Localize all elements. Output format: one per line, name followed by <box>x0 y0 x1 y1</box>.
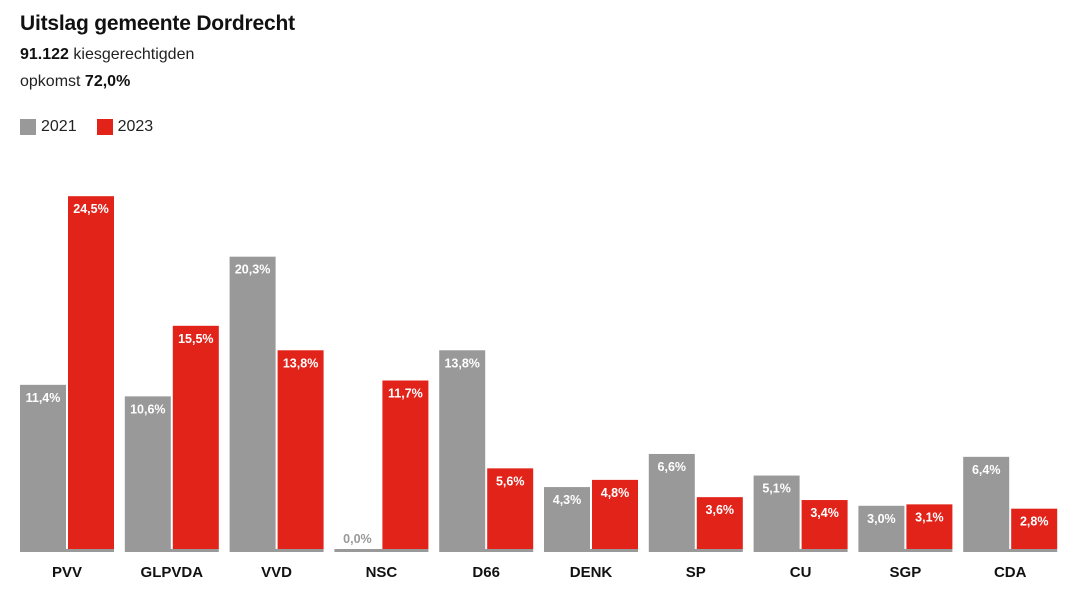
data-label-cda-2021: 6,4% <box>972 463 1001 477</box>
bar-group-cu: 5,1% 3,4% CU <box>753 475 848 581</box>
data-label-denk-2023: 4,8% <box>601 486 630 500</box>
bar-group-denk: 4,3% 4,8% DENK <box>544 479 638 581</box>
bar-pvv-2021 <box>20 384 66 549</box>
legend-item-2023: 2023 <box>96 118 154 136</box>
category-label-vvd: VVD <box>261 564 292 581</box>
bar-sp-2023 <box>696 497 743 549</box>
bar-d66-2021 <box>439 350 486 549</box>
eligible-voters-label: kiesgerechtigden <box>73 46 195 63</box>
data-label-sp-2021: 6,6% <box>658 460 687 474</box>
bar-cu-2021 <box>753 475 800 549</box>
bar-group-glpvda: 10,6% 15,5% GLPVDA <box>124 325 219 581</box>
legend-swatch-2021 <box>20 119 36 135</box>
category-label-glpvda: GLPVDA <box>141 564 204 581</box>
bar-nsc-2023 <box>382 380 429 549</box>
data-label-cda-2023: 2,8% <box>1020 515 1049 529</box>
legend-item-2021: 2021 <box>20 118 77 136</box>
data-label-sgp-2021: 3,0% <box>867 512 896 526</box>
bar-group-nsc: 0,0% 11,7% NSC <box>334 380 429 581</box>
category-label-sp: SP <box>686 564 706 581</box>
bar-sp-2021 <box>648 453 695 549</box>
bar-glpvda-2023 <box>172 325 219 549</box>
bar-group-d66: 13,8% 5,6% D66 <box>439 350 534 581</box>
bar-pvv-2023 <box>68 196 114 549</box>
category-label-nsc: NSC <box>366 564 398 581</box>
baseline-sp <box>648 549 743 552</box>
category-label-cda: CDA <box>994 564 1027 581</box>
bar-group-pvv: 11,4% 24,5% PVV <box>20 196 114 581</box>
baseline-sgp <box>858 549 953 552</box>
data-label-nsc-2021: 0,0% <box>343 532 372 546</box>
data-label-denk-2021: 4,3% <box>553 493 582 507</box>
bar-cda-2023 <box>1011 508 1058 549</box>
category-label-sgp: SGP <box>890 564 922 581</box>
category-label-cu: CU <box>790 564 812 581</box>
data-label-pvv-2021: 11,4% <box>26 391 61 405</box>
bar-group-vvd: 20,3% 13,8% VVD <box>229 256 324 581</box>
data-label-sgp-2023: 3,1% <box>915 510 944 524</box>
baseline-cu <box>753 549 848 552</box>
legend-label-2021: 2021 <box>41 118 77 135</box>
bar-vvd-2021 <box>229 256 276 549</box>
bar-sgp-2023 <box>906 504 953 549</box>
data-label-d66-2021: 13,8% <box>444 356 479 370</box>
bar-cu-2023 <box>801 500 848 549</box>
eligible-voters-value: 91.122 <box>20 46 69 63</box>
baseline-pvv <box>20 549 114 552</box>
baseline-nsc <box>334 549 429 552</box>
bar-sgp-2021 <box>858 505 905 549</box>
bar-group-cda: 6,4% 2,8% CDA <box>963 456 1058 581</box>
chart-title: Uitslag gemeente Dordrecht <box>20 12 295 35</box>
data-label-d66-2023: 5,6% <box>496 474 525 488</box>
data-label-cu-2021: 5,1% <box>762 482 791 496</box>
data-label-pvv-2023: 24,5% <box>73 202 108 216</box>
turnout-line: opkomst 72,0% <box>20 73 130 91</box>
data-label-cu-2023: 3,4% <box>810 506 839 520</box>
bar-denk-2021 <box>544 487 590 549</box>
bar-group-sp: 6,6% 3,6% SP <box>648 453 743 581</box>
data-label-vvd-2021: 20,3% <box>235 263 270 277</box>
baseline-d66 <box>439 549 534 552</box>
bar-denk-2023 <box>592 479 638 549</box>
baseline-denk <box>544 549 638 552</box>
baseline-cda <box>963 549 1058 552</box>
category-label-pvv: PVV <box>52 564 82 581</box>
bar-glpvda-2021 <box>124 396 171 549</box>
turnout-value: 72,0% <box>84 73 131 90</box>
data-label-glpvda-2021: 10,6% <box>130 402 165 416</box>
data-label-vvd-2023: 13,8% <box>283 356 318 370</box>
turnout-label: opkomst <box>20 73 81 90</box>
baseline-vvd <box>229 549 324 552</box>
category-label-d66: D66 <box>472 564 500 581</box>
legend-label-2023: 2023 <box>117 118 154 135</box>
data-label-glpvda-2023: 15,5% <box>178 332 213 346</box>
bar-vvd-2023 <box>277 350 324 549</box>
data-label-sp-2023: 3,6% <box>706 503 735 517</box>
eligible-voters-line: 91.122 kiesgerechtigden <box>20 46 194 64</box>
chart-legend: 2021 2023 <box>20 118 173 136</box>
bar-cda-2021 <box>963 456 1010 549</box>
bar-group-sgp: 3,0% 3,1% SGP <box>858 504 953 581</box>
legend-swatch-2023 <box>96 119 113 135</box>
baseline-glpvda <box>124 549 219 552</box>
category-label-denk: DENK <box>570 564 613 581</box>
bar-d66-2023 <box>487 468 534 549</box>
data-label-nsc-2023: 11,7% <box>388 387 423 401</box>
